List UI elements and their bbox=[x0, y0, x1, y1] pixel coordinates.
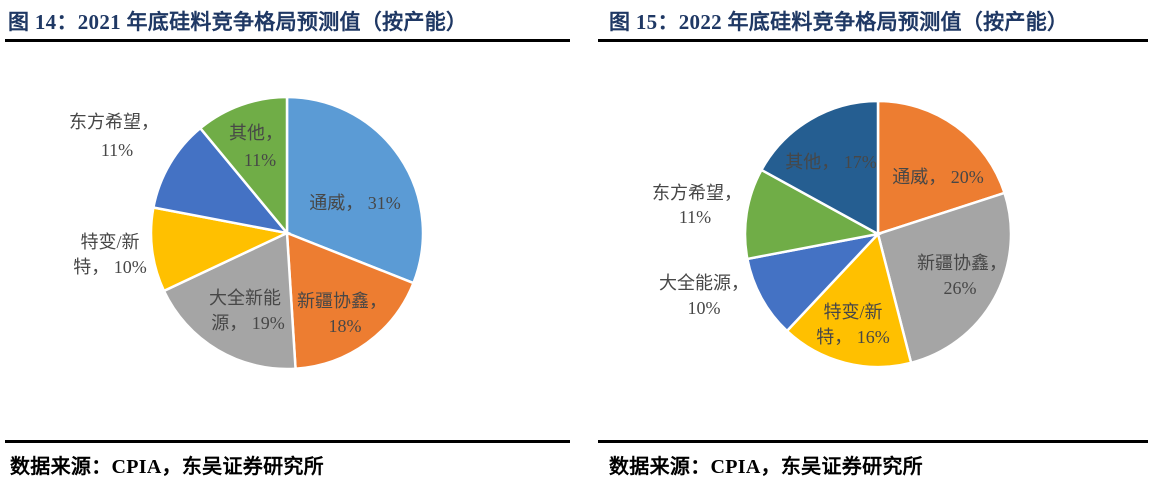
pie-slice-2 bbox=[285, 231, 416, 371]
slice-label: 特变/新 bbox=[823, 302, 882, 322]
figure-15-source-rule bbox=[598, 440, 1148, 443]
slice-label: 东方希望， bbox=[652, 183, 742, 203]
slice-label: 东方希望， bbox=[69, 112, 159, 132]
pie-slice-6 bbox=[759, 99, 880, 237]
figure-14-panel: 图 14：2021 年底硅料竞争格局预测值（按产能） 通威， 31% 新疆协鑫， 1… bbox=[0, 10, 576, 478]
figure-15-pie-chart: 通威， 20% 新疆协鑫， 26% 特变/新特， 16% 大全能源， 10% 东方希望， 11… bbox=[576, 70, 1152, 420]
slice-label: 特， 16% bbox=[816, 327, 890, 347]
figure-14-title-rule bbox=[5, 39, 570, 42]
slice-label: 源， 19% bbox=[211, 313, 285, 333]
pie-chart-svg: 通威， 20% 新疆协鑫， 26% 特变/新特， 16% 大全能源， 10% 东方希望， 11… bbox=[652, 99, 1013, 369]
slice-label: 11% bbox=[244, 150, 276, 170]
figure-15-panel: 图 15：2022 年底硅料竞争格局预测值（按产能） 通威， 20% 新疆协鑫， 2… bbox=[576, 0, 1152, 490]
pie-slice-4 bbox=[745, 232, 882, 333]
slice-label: 其他， 17% bbox=[785, 152, 877, 172]
slice-label: 其他， bbox=[229, 123, 283, 143]
slice-label: 26% bbox=[944, 278, 977, 298]
pie-slice-1 bbox=[876, 99, 1007, 236]
pie-slice-3 bbox=[162, 231, 297, 371]
slice-label: 大全能源， bbox=[659, 273, 749, 293]
pie-slice-2 bbox=[876, 191, 1013, 365]
figure-14-title: 图 14：2021 年底硅料竞争格局预测值（按产能） bbox=[8, 10, 468, 34]
pie-slice-4 bbox=[149, 206, 292, 293]
slice-label: 通威， 31% bbox=[309, 193, 401, 213]
slice-label: 11% bbox=[101, 140, 133, 160]
pie-slice-5 bbox=[151, 126, 291, 235]
slice-label: 11% bbox=[679, 207, 711, 227]
slice-label: 大全新能 bbox=[209, 288, 281, 308]
figure-14-pie-chart: 通威， 31% 新疆协鑫， 18% 大全新能源， 19% 特变/新特， 10% 东方希望，… bbox=[0, 70, 576, 420]
pie-slice-1 bbox=[285, 95, 425, 285]
slice-label: 特， 10% bbox=[73, 257, 147, 277]
figure-14-source-rule bbox=[5, 440, 570, 443]
slice-label: 18% bbox=[329, 316, 362, 336]
pie-slice-6 bbox=[198, 95, 289, 237]
figure-14-source-note: 数据来源：CPIA，东吴证券研究所 bbox=[10, 456, 324, 478]
slice-label: 新疆协鑫， bbox=[297, 291, 387, 311]
slice-label: 新疆协鑫， bbox=[917, 253, 1007, 273]
slice-label: 特变/新 bbox=[80, 232, 139, 252]
slice-label: 10% bbox=[688, 298, 721, 318]
figure-15-source-note: 数据来源：CPIA，东吴证券研究所 bbox=[609, 456, 923, 478]
pie-slice-5 bbox=[743, 168, 882, 261]
pie-slice-3 bbox=[785, 231, 913, 369]
figure-15-title: 图 15：2022 年底硅料竞争格局预测值（按产能） bbox=[609, 10, 1069, 34]
figure-15-title-rule bbox=[598, 39, 1148, 42]
slice-label: 通威， 20% bbox=[892, 167, 984, 187]
